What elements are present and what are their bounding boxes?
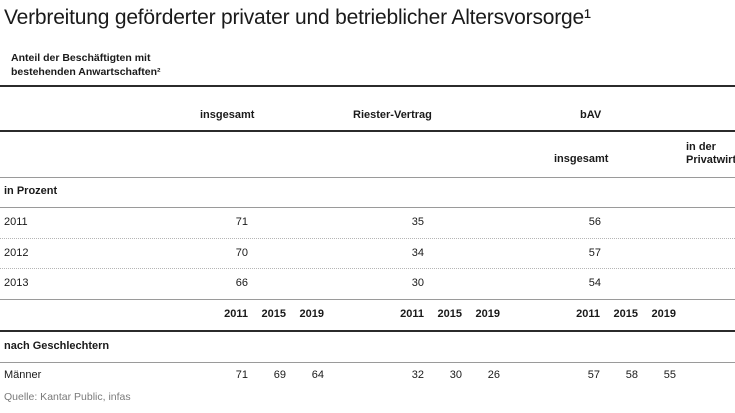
row-divider [0,238,735,239]
column-header-riester: Riester-Vertrag [353,109,432,121]
rows-bottom-rule [0,299,735,300]
cell-insgesamt: 71 [235,216,248,228]
cell-riester: 34 [411,247,424,259]
header-top-rule [0,85,735,87]
cell-riester: 35 [411,216,424,228]
subtitle-line-2: bestehenden Anwartschaften² [11,66,161,78]
cell-bav: 54 [588,277,601,289]
year-header: 2011 [576,308,600,320]
row-divider [0,268,735,269]
year-header: 2019 [299,308,324,320]
section-label-gender: nach Geschlechtern [4,340,110,352]
table-subtitle: Anteil der Beschäftigten mit bestehenden… [11,51,161,79]
cell-value: 71 [235,369,248,380]
row-year: 2013 [4,277,29,289]
cell-value: 30 [449,369,462,380]
year-header: 2015 [613,308,638,320]
column-header-private-line2: Privatwirtsc [686,154,735,166]
cell-insgesamt: 70 [235,247,248,259]
header-mid-rule [0,130,735,132]
column-header-insgesamt: insgesamt [200,109,255,121]
page-title: Verbreitung geförderter privater und bet… [4,6,591,29]
cell-value: 32 [411,369,424,380]
cell-value: 26 [487,369,500,380]
row-label: Männer [4,369,42,380]
header-bottom-rule [0,177,735,178]
cell-insgesamt: 66 [235,277,248,289]
section-label-percent: in Prozent [4,185,58,197]
year-header: 2011 [400,308,424,320]
year-header: 2019 [475,308,500,320]
year-header: 2015 [437,308,462,320]
year-header: 2015 [261,308,286,320]
row-year: 2012 [4,247,29,259]
cell-bav: 57 [588,247,601,259]
column-header-bav: bAV [580,109,602,121]
cell-riester: 30 [411,277,424,289]
cell-value: 58 [625,369,638,380]
column-header-bav-insgesamt: insgesamt [554,153,609,165]
year-header: 2011 [224,308,248,320]
year-header-rule [0,330,735,332]
source-note: Quelle: Kantar Public, infas [4,391,131,403]
year-header: 2019 [651,308,676,320]
cell-value: 55 [663,369,676,380]
subtitle-line-1: Anteil der Beschäftigten mit [11,52,151,64]
cell-value: 57 [587,369,600,380]
cell-value: 69 [273,369,286,380]
cell-bav: 56 [588,216,601,228]
gender-section-rule [0,362,735,363]
cell-value: 64 [311,369,324,380]
section-rule [0,207,735,208]
partial-row: Männer 71 69 64 32 30 26 57 58 55 [0,366,735,380]
column-header-private-line1: in der [686,141,716,153]
row-year: 2011 [4,216,28,228]
